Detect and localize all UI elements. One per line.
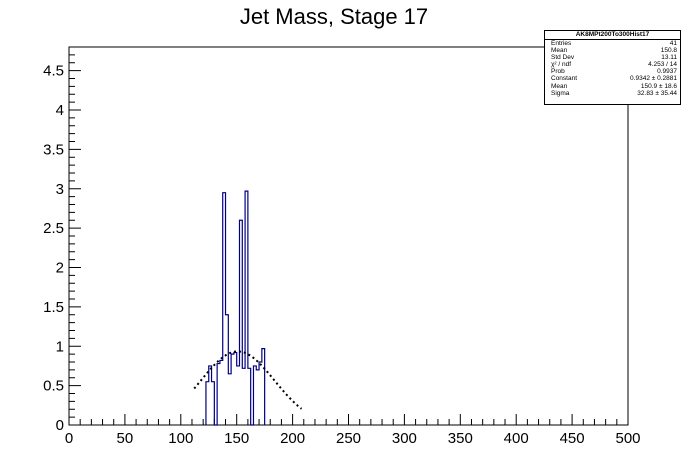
stats-value: 4.253 / 14: [648, 61, 677, 69]
x-tick-label: 200: [280, 430, 305, 447]
fit-line: [193, 350, 303, 410]
x-tick-label: 450: [560, 430, 585, 447]
y-tick-label: 0.5: [43, 378, 64, 395]
stats-row: Entries 41: [545, 40, 680, 47]
stats-label: Entries: [551, 40, 572, 47]
stats-value: 150.9 ± 18.6: [640, 82, 677, 90]
histogram-bin: [256, 370, 259, 425]
histogram-bin: [228, 374, 231, 425]
stats-label: Sigma: [551, 89, 570, 97]
stats-value: 150.8: [660, 47, 677, 55]
y-tick-label: 4: [56, 102, 64, 119]
stats-value: 0.9342 ± 0.2881: [630, 75, 677, 83]
stats-box: AK8MPt200To300Hist17 Entries 41 Mean 150.8 S…: [544, 30, 681, 105]
x-tick-label: 350: [448, 430, 473, 447]
x-tick-label: 500: [615, 430, 640, 447]
gaussian-fit-curve: [193, 350, 303, 410]
stats-value: 0.9937: [657, 68, 677, 76]
stats-row: Mean 150.8: [545, 47, 680, 54]
y-tick-label: 1: [56, 338, 64, 355]
stats-row: Std Dev 13.11: [545, 54, 680, 61]
y-tick-label: 1.5: [43, 299, 64, 316]
stats-value: 32.83 ± 35.44: [637, 89, 677, 97]
x-tick-label: 100: [168, 430, 193, 447]
stats-title: AK8MPt200To300Hist17: [545, 31, 680, 40]
y-tick-label: 3.5: [43, 141, 64, 158]
histogram-bin: [220, 360, 223, 425]
stats-label: Std Dev: [551, 54, 575, 62]
stats-value: 41: [669, 40, 677, 47]
stats-rows: Entries 41 Mean 150.8 Std Dev 13.11 χ² / ndf 4.…: [545, 40, 680, 97]
histogram-series: [205, 190, 266, 426]
stats-label: χ² / ndf: [551, 61, 572, 69]
x-tick-label: 250: [336, 430, 361, 447]
stats-label: Mean: [551, 82, 568, 90]
histogram-bin: [259, 362, 262, 425]
y-tick-label: 4.5: [43, 63, 64, 80]
x-tick-label: 400: [504, 430, 529, 447]
histogram-bin: [242, 368, 245, 425]
stats-row: Prob 0.9937: [545, 68, 680, 75]
stats-label: Prob: [551, 68, 565, 76]
x-tick-label: 0: [65, 430, 73, 447]
stats-row: Constant 0.9342 ± 0.2881: [545, 75, 680, 82]
chart-title: Jet Mass, Stage 17: [240, 4, 428, 29]
histogram-outline: [205, 190, 266, 426]
stats-row: Mean 150.9 ± 18.6: [545, 83, 680, 90]
y-tick-label: 0: [56, 417, 64, 434]
y-tick-label: 3: [56, 181, 64, 198]
stats-row: χ² / ndf 4.253 / 14: [545, 61, 680, 68]
y-tick-label: 2.5: [43, 220, 64, 237]
stats-row: Sigma 32.83 ± 35.44: [545, 90, 680, 97]
x-tick-label: 300: [392, 430, 417, 447]
y-tick-label: 2: [56, 260, 64, 277]
x-tick-label: 50: [117, 430, 134, 447]
stats-value: 13.11: [661, 54, 677, 62]
x-tick-label: 150: [224, 430, 249, 447]
stats-label: Constant: [551, 75, 578, 83]
y-axis: 0 0.5 1 1.5 2 2.5 3 3.5 4 4.5: [43, 46, 81, 434]
x-axis: 0 50 100 150 200 250 300 350 400 450 500: [65, 414, 641, 447]
stats-label: Mean: [551, 47, 568, 55]
